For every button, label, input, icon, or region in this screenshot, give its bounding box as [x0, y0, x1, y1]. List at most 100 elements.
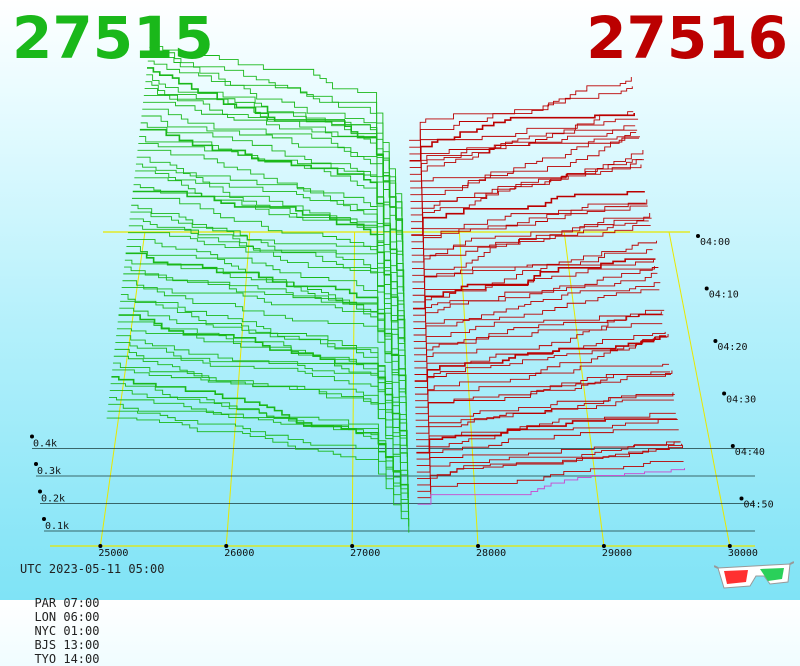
- bid-depth-line: [142, 108, 404, 274]
- ask-depth-line: [413, 282, 661, 343]
- bid-depth-line: [128, 232, 406, 377]
- x-tick-label: 30000: [728, 548, 758, 559]
- bid-depth-series: [106, 40, 410, 533]
- bid-depth-line: [115, 342, 408, 470]
- ask-depth-line: [410, 137, 640, 196]
- ask-depth-line: [412, 225, 651, 276]
- 3d-glasses-icon[interactable]: [714, 560, 794, 592]
- bid-price: 27515: [12, 4, 214, 72]
- bid-depth-line: [121, 287, 407, 423]
- ask-depth-line: [411, 202, 646, 243]
- ask-depth-line: [412, 249, 653, 290]
- bid-depth-line: [143, 94, 404, 261]
- bid-depth-line: [129, 218, 406, 365]
- bid-depth-line: [116, 335, 408, 464]
- bid-depth-line: [120, 300, 408, 436]
- x-tick-label: 28000: [476, 548, 506, 559]
- ask-depth-line: [411, 205, 648, 256]
- bid-depth-line: [144, 88, 404, 256]
- timezone-lon: LON 06:00: [34, 610, 100, 624]
- ask-depth-line: [416, 418, 677, 454]
- ask-depth-line: [416, 418, 678, 460]
- time-tick-marker: [739, 496, 744, 501]
- bid-depth-line: [147, 60, 403, 233]
- ask-depth-line: [413, 289, 660, 336]
- ask-depth-line: [413, 272, 658, 323]
- ask-depth-line: [416, 394, 675, 441]
- ask-depth-line: [417, 444, 684, 492]
- time-tick-label: 04:00: [700, 237, 730, 248]
- x-tick-label: 29000: [602, 548, 632, 559]
- ask-depth-line: [413, 267, 659, 329]
- x-tick-label: 26000: [224, 548, 254, 559]
- bid-depth-line: [139, 136, 404, 297]
- bid-depth-line: [118, 314, 408, 447]
- ask-depth-line: [414, 336, 668, 389]
- ask-depth-line: [416, 429, 679, 467]
- depth-tick-marker: [38, 489, 42, 494]
- x-tick-marker: [476, 544, 481, 548]
- bid-depth-line: [136, 156, 405, 314]
- ask-depth-line: [415, 363, 670, 402]
- timezone-tyo: TYO 14:00: [34, 652, 100, 666]
- x-tick-label: 27000: [350, 548, 380, 559]
- time-tick-marker: [696, 234, 700, 238]
- ask-depth-line: [412, 259, 654, 296]
- ask-price: 27516: [586, 4, 788, 72]
- bid-depth-line: [143, 101, 404, 267]
- depth-tick-label: 0.3k: [37, 466, 61, 477]
- bid-depth-line: [107, 410, 410, 527]
- bid-depth-line: [109, 396, 409, 515]
- ask-depth-line: [411, 190, 645, 236]
- depth-tick-marker: [42, 517, 46, 521]
- time-tick-label: 04:10: [709, 290, 739, 301]
- bid-depth-line: [150, 40, 403, 217]
- ask-depth-line: [412, 212, 651, 270]
- grid-price-line: [458, 231, 479, 547]
- ask-depth-line: [410, 164, 642, 209]
- bid-depth-line: [116, 328, 408, 458]
- bid-depth-line: [122, 280, 407, 417]
- grid-price-line: [225, 231, 251, 547]
- x-tick-marker: [224, 544, 229, 548]
- ask-depth-line: [411, 199, 648, 249]
- ask-depth-line: [414, 335, 667, 382]
- ask-depth-line: [410, 129, 638, 182]
- timezone-bar: PAR 07:00 LON 06:00 NYC 01:00 BJS 13:00 …: [20, 582, 127, 666]
- ask-depth-series: [409, 76, 685, 505]
- bid-depth-line: [145, 81, 403, 252]
- depth-tick-marker: [34, 462, 38, 466]
- bid-depth-line: [108, 403, 409, 521]
- time-tick-marker: [704, 286, 709, 291]
- timezone-bjs: BJS 13:00: [34, 638, 100, 652]
- bid-depth-line: [124, 266, 407, 407]
- bid-depth-line: [146, 74, 403, 245]
- bid-depth-line: [133, 184, 405, 337]
- x-tick-marker: [350, 544, 355, 548]
- ask-depth-line: [414, 331, 666, 375]
- bid-depth-line: [131, 197, 406, 349]
- bid-depth-line: [147, 67, 404, 240]
- time-tick-label: 04:20: [717, 342, 747, 353]
- ask-depth-line: [410, 136, 641, 202]
- ask-depth-line: [413, 311, 662, 349]
- bid-depth-line: [137, 149, 405, 309]
- ask-depth-line: [409, 125, 636, 169]
- bid-depth-line: [126, 245, 407, 389]
- bid-depth-line: [114, 348, 408, 474]
- ask-depth-line: [411, 159, 644, 229]
- depth-chart: 25000 26000 27000 28000 29000 30000 0.1k 0.2k 0.…: [30, 40, 774, 559]
- ask-depth-line: [415, 392, 674, 428]
- bid-depth-line: [130, 211, 406, 360]
- bid-depth-line: [112, 362, 409, 487]
- ask-depth-line: [416, 441, 681, 479]
- depth-tick-marker: [30, 434, 34, 439]
- bid-depth-line: [119, 307, 408, 441]
- x-tick-marker: [727, 544, 732, 548]
- grid-price-line: [99, 231, 146, 547]
- grid-price-line: [563, 231, 605, 547]
- bid-depth-line: [109, 390, 409, 510]
- ask-depth-line: [412, 217, 652, 283]
- utc-time: UTC 2023-05-11 05:00: [20, 562, 165, 576]
- x-tick-marker: [601, 544, 606, 548]
